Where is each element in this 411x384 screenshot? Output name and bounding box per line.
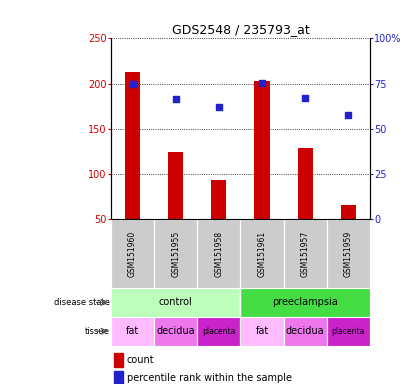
Text: GSM151957: GSM151957	[301, 230, 309, 276]
Text: placenta: placenta	[332, 327, 365, 336]
Point	[302, 95, 308, 101]
Text: fat: fat	[255, 326, 269, 336]
Bar	[240, 288, 370, 317]
Text: disease state: disease state	[54, 298, 110, 307]
Bar	[168, 152, 183, 219]
Text: GDS2548 / 235793_at: GDS2548 / 235793_at	[171, 23, 309, 36]
Bar	[113, 353, 122, 367]
Bar	[298, 147, 313, 219]
Bar	[111, 288, 240, 317]
Text: GSM151955: GSM151955	[171, 230, 180, 276]
Point	[259, 79, 266, 86]
Point	[215, 104, 222, 110]
Text: GSM151959: GSM151959	[344, 230, 353, 276]
Bar	[211, 180, 226, 219]
Text: percentile rank within the sample: percentile rank within the sample	[127, 373, 291, 383]
Bar	[197, 317, 240, 346]
Text: decidua: decidua	[286, 326, 324, 336]
Point	[345, 112, 351, 118]
Bar	[284, 219, 327, 288]
Bar	[111, 317, 154, 346]
Text: GSM151961: GSM151961	[258, 230, 266, 276]
Bar	[284, 317, 327, 346]
Bar	[111, 219, 154, 288]
Text: decidua: decidua	[157, 326, 195, 336]
Text: control: control	[159, 297, 193, 308]
Bar	[125, 72, 140, 219]
Point	[129, 81, 136, 87]
Bar	[327, 317, 370, 346]
Bar	[113, 371, 122, 384]
Text: preeclampsia: preeclampsia	[272, 297, 338, 308]
Text: tissue: tissue	[85, 327, 110, 336]
Text: placenta: placenta	[202, 327, 236, 336]
Bar	[327, 219, 370, 288]
Bar	[197, 219, 240, 288]
Bar	[240, 219, 284, 288]
Bar	[254, 81, 270, 219]
Bar	[341, 205, 356, 219]
Text: GSM151958: GSM151958	[215, 230, 223, 276]
Bar	[240, 317, 284, 346]
Text: count: count	[127, 355, 154, 365]
Text: fat: fat	[126, 326, 139, 336]
Bar	[154, 219, 197, 288]
Bar	[154, 317, 197, 346]
Point	[173, 96, 179, 102]
Text: GSM151960: GSM151960	[128, 230, 137, 276]
